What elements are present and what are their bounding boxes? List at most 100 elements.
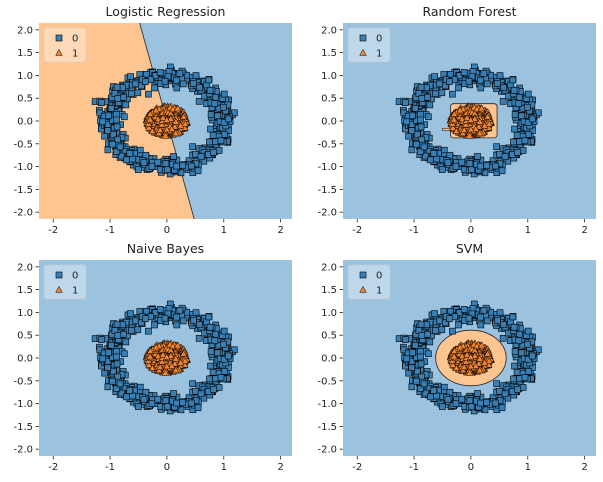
y-tick-label: -2.0 [13, 208, 33, 219]
point-class-0 [134, 89, 142, 97]
point-class-0 [206, 138, 213, 146]
point-class-0 [179, 162, 187, 169]
y-tick-label: 0.5 [17, 94, 33, 105]
point-class-0 [440, 383, 448, 391]
point-class-0 [414, 130, 421, 138]
point-class-0 [417, 83, 425, 91]
point-class-0 [109, 140, 116, 148]
point-class-0 [452, 400, 460, 407]
point-class-0 [438, 89, 446, 97]
point-class-1 [460, 126, 468, 133]
point-class-0 [207, 348, 215, 355]
point-class-0 [148, 400, 156, 407]
series-0-points [91, 300, 238, 415]
x-tick-label: 0 [468, 225, 474, 236]
y-tick-label: -1.0 [13, 399, 33, 410]
point-class-0 [474, 390, 481, 397]
point-class-0 [145, 90, 152, 98]
point-class-0 [128, 90, 135, 98]
point-class-1 [167, 114, 175, 122]
point-class-0 [431, 310, 438, 317]
point-class-0 [408, 383, 416, 391]
point-class-1 [472, 125, 480, 132]
point-class-1 [475, 122, 483, 130]
point-class-0 [511, 348, 519, 355]
point-class-0 [425, 113, 432, 121]
point-class-0 [207, 111, 215, 118]
legend-label-0: 0 [72, 34, 78, 45]
legend-marker-square [55, 34, 63, 42]
y-tick-label: 1.0 [17, 71, 33, 82]
point-class-0 [496, 309, 504, 316]
point-class-0 [465, 314, 473, 322]
point-class-0 [408, 127, 416, 134]
point-class-0 [113, 123, 121, 131]
point-class-0 [460, 69, 468, 76]
point-class-1 [477, 341, 486, 349]
point-class-0 [509, 313, 517, 321]
point-class-0 [207, 125, 214, 133]
point-class-1 [452, 364, 461, 372]
point-class-0 [446, 388, 454, 396]
point-class-0 [510, 138, 517, 146]
point-class-0 [465, 77, 473, 85]
point-class-0 [109, 377, 116, 385]
point-class-0 [113, 83, 121, 91]
point-class-0 [518, 349, 525, 357]
point-class-0 [413, 140, 420, 148]
point-class-1 [173, 341, 182, 349]
point-class-0 [474, 153, 481, 160]
point-class-0 [468, 166, 476, 173]
point-class-0 [501, 153, 509, 161]
point-class-0 [535, 109, 542, 117]
point-class-1 [172, 129, 180, 137]
point-class-1 [460, 363, 468, 370]
point-class-0 [449, 327, 456, 335]
point-class-0 [511, 362, 518, 370]
y-tick-label: -0.5 [317, 376, 337, 387]
point-class-0 [205, 76, 213, 84]
point-class-0 [425, 350, 432, 358]
point-class-0 [192, 309, 200, 316]
legend-box [43, 27, 87, 63]
point-class-1 [161, 368, 170, 376]
series-1-points [142, 339, 191, 376]
point-class-0 [161, 77, 169, 85]
point-class-0 [426, 101, 434, 109]
point-class-1 [163, 116, 171, 123]
point-class-0 [225, 352, 232, 360]
legend-box [43, 264, 87, 300]
point-class-0 [515, 94, 523, 101]
point-class-0 [420, 143, 428, 151]
y-tick-label: 0.5 [321, 331, 337, 342]
point-class-1 [159, 350, 167, 358]
point-class-0 [113, 111, 120, 118]
point-class-0 [173, 76, 180, 84]
point-class-0 [430, 387, 438, 394]
y-tick-label: 0.0 [321, 117, 337, 128]
point-class-0 [156, 69, 164, 76]
panel-2: -2 -1 0 1 2-2.0-1.5-1.0-0.50.00.51.01.52.0Na… [13, 241, 292, 473]
point-class-0 [121, 113, 128, 121]
point-class-1 [449, 360, 457, 368]
point-class-1 [467, 125, 475, 133]
point-class-0 [440, 146, 448, 154]
y-tick-label: -0.5 [13, 139, 33, 150]
x-tick-label: 1 [221, 225, 227, 236]
point-class-0 [195, 335, 203, 342]
point-class-1 [481, 358, 489, 366]
point-class-1 [146, 347, 155, 354]
point-class-0 [142, 151, 150, 159]
point-class-0 [477, 399, 484, 407]
point-class-0 [426, 338, 434, 346]
x-tick-label: 2 [581, 462, 587, 473]
point-class-1 [456, 343, 464, 351]
y-tick-label: -0.5 [13, 376, 33, 387]
point-class-0 [173, 162, 180, 170]
point-class-0 [417, 348, 424, 355]
point-class-0 [231, 109, 238, 117]
point-class-0 [433, 155, 440, 163]
point-class-0 [162, 160, 170, 167]
point-class-0 [417, 353, 424, 361]
